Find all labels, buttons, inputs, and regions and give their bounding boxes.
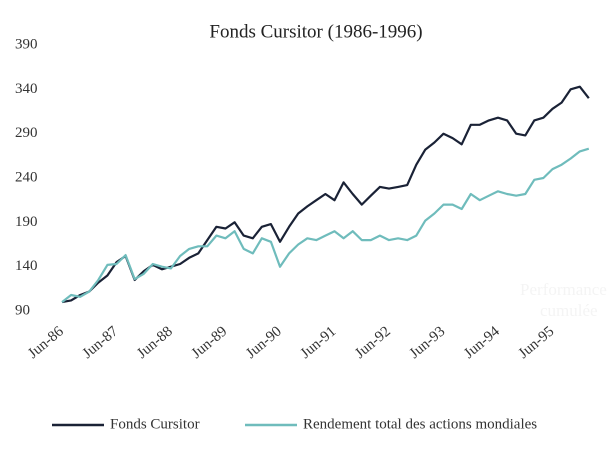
x-tick-label: Jun-88: [134, 323, 176, 362]
y-tick-label: 190: [15, 214, 38, 230]
x-tick-label: Jun-91: [298, 323, 340, 362]
x-tick-label: Jun-87: [80, 323, 122, 362]
y-tick-label: 240: [15, 169, 38, 185]
chart-title: Fonds Cursitor (1986-1996): [209, 21, 422, 42]
y-tick-label: 90: [15, 302, 30, 318]
legend-label: Rendement total des actions mondiales: [303, 416, 537, 432]
x-tick-label: Jun-86: [25, 323, 67, 362]
y-tick-label: 290: [15, 125, 38, 141]
y-tick-label: 390: [15, 36, 38, 52]
x-tick-label: Jun-92: [352, 323, 394, 362]
legend-label: Fonds Cursitor: [110, 416, 200, 432]
x-tick-label: Jun-94: [461, 323, 503, 362]
x-tick-label: Jun-90: [243, 323, 285, 362]
x-tick-label: Jun-93: [407, 323, 449, 362]
x-tick-label: Jun-95: [516, 323, 558, 362]
y-tick-label: 340: [15, 81, 38, 97]
x-tick-label: Jun-89: [189, 323, 231, 362]
annotation: cumulée: [540, 301, 598, 320]
series-line: [61, 147, 590, 303]
annotation: Performance: [520, 280, 607, 299]
y-tick-label: 140: [15, 258, 38, 274]
